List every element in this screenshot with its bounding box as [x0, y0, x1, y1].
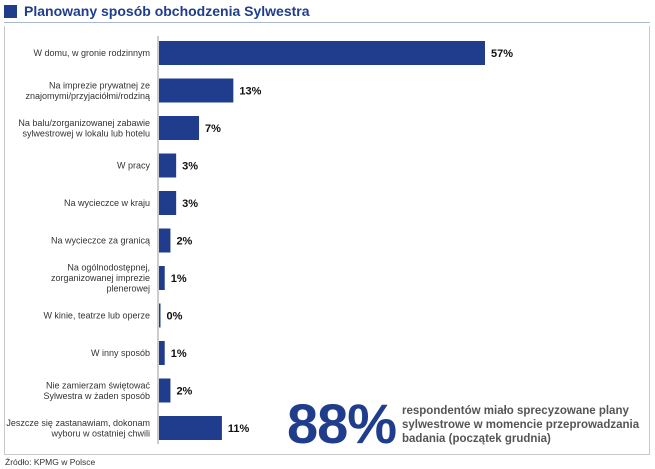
- value-label-1: 13%: [239, 86, 261, 98]
- chart-frame: [4, 26, 650, 455]
- value-label-3: 3%: [182, 161, 198, 173]
- category-label-2: Na balu/zorganizowanej zabawie sylwestrow…: [18, 118, 150, 139]
- category-label-1: Na imprezie prywatnej ze znajomymi/przyja…: [25, 80, 150, 101]
- source-note: Źródło: KPMG w Polsce: [5, 457, 96, 467]
- highlight-text: respondentów miało sprecyzowane plany sy…: [402, 405, 640, 445]
- bar-0: [159, 41, 485, 65]
- value-label-9: 2%: [176, 386, 192, 398]
- value-label-7: 0%: [167, 311, 183, 323]
- category-label-8: W inny sposób: [91, 348, 150, 358]
- category-label-6: Na ogólnodostępnej, zorganizowanej imprez…: [51, 263, 150, 294]
- value-label-0: 57%: [491, 48, 513, 60]
- category-label-4: Na wycieczce w kraju: [64, 198, 150, 208]
- category-label-9: Nie zamierzam świętować Sylwestra w żaden…: [43, 380, 150, 401]
- bar-7: [159, 303, 161, 328]
- bar-9: [159, 378, 171, 403]
- category-label-5: Na wycieczce za granicą: [51, 236, 150, 246]
- category-label-3: W pracy: [117, 161, 151, 171]
- bar-1: [159, 78, 234, 103]
- bar-4: [159, 191, 177, 215]
- bar-10: [159, 416, 222, 440]
- chart-title: Planowany sposób obchodzenia Sylwestra: [24, 3, 310, 19]
- highlight-value: 88%: [287, 392, 397, 455]
- title-bar: Planowany sposób obchodzenia Sylwestra: [4, 3, 650, 23]
- value-label-8: 1%: [171, 348, 187, 360]
- category-label-10: Jeszcze się zastanawiam, dokonam wyboru w…: [6, 418, 150, 439]
- bar-8: [159, 341, 165, 365]
- value-label-5: 2%: [176, 236, 192, 248]
- value-label-2: 7%: [205, 123, 221, 135]
- value-label-10: 11%: [228, 423, 250, 435]
- value-label-4: 3%: [182, 198, 198, 210]
- category-label-7: W kinie, teatrze lub operze: [43, 311, 150, 321]
- bar-2: [159, 116, 200, 140]
- category-label-0: W domu, w gronie rodzinnym: [33, 48, 150, 58]
- bar-6: [159, 266, 165, 290]
- bar-3: [159, 153, 177, 178]
- title-marker: [4, 5, 17, 18]
- bar-5: [159, 228, 171, 253]
- value-label-6: 1%: [171, 273, 187, 285]
